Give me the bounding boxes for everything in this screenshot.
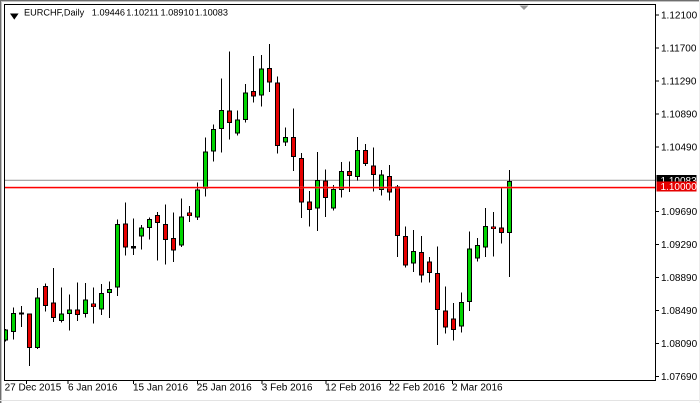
svg-text:25 Jan 2016: 25 Jan 2016 (197, 383, 252, 394)
svg-text:22 Feb 2016: 22 Feb 2016 (389, 383, 446, 394)
svg-text:1.08090: 1.08090 (661, 339, 698, 350)
svg-text:1.11700: 1.11700 (661, 44, 697, 55)
svg-text:1.12100: 1.12100 (661, 11, 698, 22)
svg-text:1.10000: 1.10000 (661, 182, 698, 193)
svg-text:1.09690: 1.09690 (661, 207, 698, 218)
svg-text:1.09290: 1.09290 (661, 240, 698, 251)
svg-text:EURCHF,Daily: EURCHF,Daily (24, 8, 85, 18)
svg-text:1.08910: 1.08910 (161, 8, 194, 18)
svg-text:1.10890: 1.10890 (661, 110, 698, 121)
svg-text:1.09446: 1.09446 (92, 8, 125, 18)
svg-text:12 Feb 2016: 12 Feb 2016 (325, 383, 382, 394)
svg-text:1.08890: 1.08890 (661, 273, 698, 284)
svg-text:2 Mar 2016: 2 Mar 2016 (452, 383, 503, 394)
svg-text:15 Jan 2016: 15 Jan 2016 (133, 383, 188, 394)
svg-text:27 Dec 2015: 27 Dec 2015 (5, 383, 62, 394)
svg-text:1.07690: 1.07690 (661, 372, 698, 383)
svg-text:1.11290: 1.11290 (661, 77, 697, 88)
svg-text:1.10211: 1.10211 (126, 8, 159, 18)
svg-text:1.10083: 1.10083 (195, 8, 228, 18)
svg-text:1.10490: 1.10490 (661, 143, 698, 154)
svg-text:6 Jan 2016: 6 Jan 2016 (68, 383, 118, 394)
svg-text:1.08490: 1.08490 (661, 306, 698, 317)
svg-text:3 Feb 2016: 3 Feb 2016 (262, 383, 313, 394)
